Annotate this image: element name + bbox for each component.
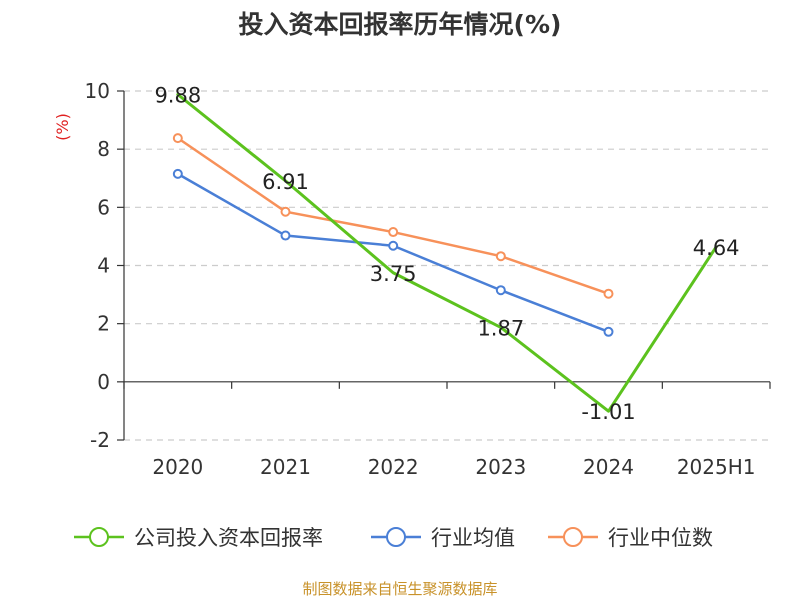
data-label: 1.87 (477, 316, 524, 340)
y-tick-labels: -2 0 2 4 6 8 10 (85, 79, 110, 452)
series-line (176, 92, 718, 413)
data-label: 9.88 (154, 83, 201, 107)
x-tick-label: 2022 (368, 455, 419, 479)
source-note: 制图数据来自恒生聚源数据库 (302, 580, 497, 598)
series-lines (172, 92, 718, 413)
axes (117, 90, 771, 441)
data-point (495, 285, 506, 296)
y-axis-title: (%) (53, 113, 72, 141)
legend-label: 公司投入资本回报率 (134, 526, 323, 550)
y-tick-label: -2 (90, 428, 110, 452)
legend-label: 行业中位数 (608, 526, 713, 550)
x-tick-labels: 2020 2021 2022 2023 2024 2025H1 (152, 455, 755, 479)
legend-swatch-marker (563, 527, 583, 547)
data-point (280, 206, 291, 217)
data-labels: 9.88 6.91 3.75 1.87 -1.01 4.64 (154, 83, 739, 424)
series-line (176, 172, 610, 334)
x-tick-label: 2025H1 (677, 455, 756, 479)
y-tick-label: 4 (97, 254, 110, 278)
data-point (172, 168, 183, 179)
grid-lines (124, 90, 770, 441)
x-tick-label: 2024 (583, 455, 634, 479)
data-label: -1.01 (581, 400, 635, 424)
data-point (172, 133, 183, 144)
y-tick-label: 10 (85, 79, 110, 103)
y-tick-label: 6 (97, 195, 110, 219)
y-axis-title-group: (%) (53, 113, 72, 141)
legend-swatch-marker (386, 527, 406, 547)
data-label: 6.91 (262, 170, 309, 194)
x-tick-label: 2023 (475, 455, 526, 479)
data-point (388, 227, 399, 238)
data-point (280, 230, 291, 241)
y-tick-label: 2 (97, 312, 110, 336)
data-point (495, 251, 506, 262)
legend: 公司投入资本回报率 行业均值 行业中位数 (74, 526, 713, 550)
chart-title: 投入资本回报率历年情况(%) (239, 10, 562, 39)
data-point (388, 240, 399, 251)
legend-item[interactable]: 行业中位数 (548, 526, 713, 550)
x-tick-label: 2020 (152, 455, 203, 479)
data-label: 3.75 (370, 262, 417, 286)
data-label: 4.64 (693, 236, 740, 260)
data-point (603, 326, 614, 337)
legend-item[interactable]: 行业均值 (371, 526, 515, 550)
legend-item[interactable]: 公司投入资本回报率 (74, 526, 323, 550)
y-tick-label: 8 (97, 137, 110, 161)
y-tick-label: 0 (97, 370, 110, 394)
legend-label: 行业均值 (431, 526, 515, 550)
x-tick-label: 2021 (260, 455, 311, 479)
legend-swatch-marker (89, 527, 109, 547)
data-point (603, 288, 614, 299)
